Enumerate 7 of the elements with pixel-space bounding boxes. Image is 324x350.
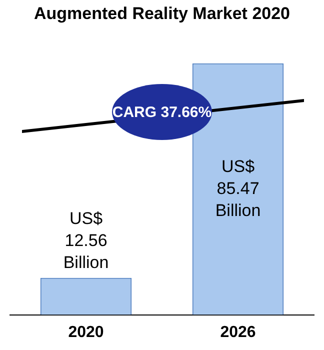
- chart-title: Augmented Reality Market 2020: [32, 4, 292, 24]
- x-tick-label: 2020: [68, 324, 104, 341]
- oval-badge-with-connector: CARG 37.66%: [20, 84, 306, 140]
- x-tick-label: 2026: [220, 324, 256, 341]
- annotation: CARG 37.66%: [112, 84, 212, 140]
- data-label: US$ 85.47 Billion: [215, 157, 261, 220]
- data-label: US$ 12.56 Billion: [63, 208, 109, 272]
